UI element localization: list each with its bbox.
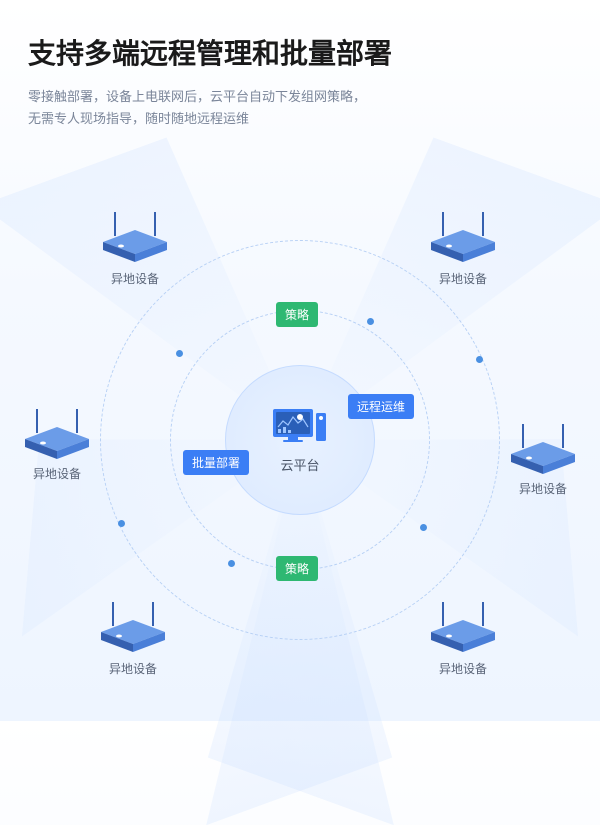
- strategy-badge-top: 策略: [276, 302, 318, 327]
- remote-device-node: 异地设备: [418, 598, 508, 677]
- router-icon: [95, 598, 171, 654]
- page-subtitle: 零接触部署，设备上电联网后，云平台自动下发组网策略， 无需专人现场指导，随时随地…: [28, 86, 572, 130]
- device-label: 异地设备: [439, 660, 487, 677]
- device-label: 异地设备: [111, 270, 159, 287]
- batch-deploy-badge: 批量部署: [183, 450, 249, 475]
- router-icon: [19, 405, 95, 461]
- router-icon: [505, 420, 581, 476]
- orbit-dot: [476, 356, 483, 363]
- topology-diagram: 云平台 策略 策略 远程运维 批量部署 异地设备 异地设备: [0, 160, 600, 720]
- device-label: 异地设备: [439, 270, 487, 287]
- cloud-platform-node: 云平台: [225, 365, 375, 515]
- orbit-dot: [228, 560, 235, 567]
- subtitle-line1: 零接触部署，设备上电联网后，云平台自动下发组网策略，: [28, 89, 366, 104]
- router-icon: [425, 208, 501, 264]
- subtitle-line2: 无需专人现场指导，随时随地远程运维: [28, 111, 249, 126]
- orbit-dot: [176, 350, 183, 357]
- remote-ops-badge: 远程运维: [348, 394, 414, 419]
- device-label: 异地设备: [519, 480, 567, 497]
- remote-device-node: 异地设备: [88, 598, 178, 677]
- remote-device-node: 异地设备: [498, 420, 588, 497]
- strategy-badge-bottom: 策略: [276, 556, 318, 581]
- page-title: 支持多端远程管理和批量部署: [28, 32, 572, 72]
- monitor-icon: [270, 407, 330, 449]
- router-icon: [425, 598, 501, 654]
- device-label: 异地设备: [109, 660, 157, 677]
- orbit-dot: [118, 520, 125, 527]
- device-label: 异地设备: [33, 465, 81, 482]
- remote-device-node: 异地设备: [418, 208, 508, 287]
- remote-device-node: 异地设备: [90, 208, 180, 287]
- orbit-dot: [367, 318, 374, 325]
- remote-device-node: 异地设备: [12, 405, 102, 482]
- router-icon: [97, 208, 173, 264]
- orbit-dot: [420, 524, 427, 531]
- cloud-platform-label: 云平台: [280, 455, 319, 474]
